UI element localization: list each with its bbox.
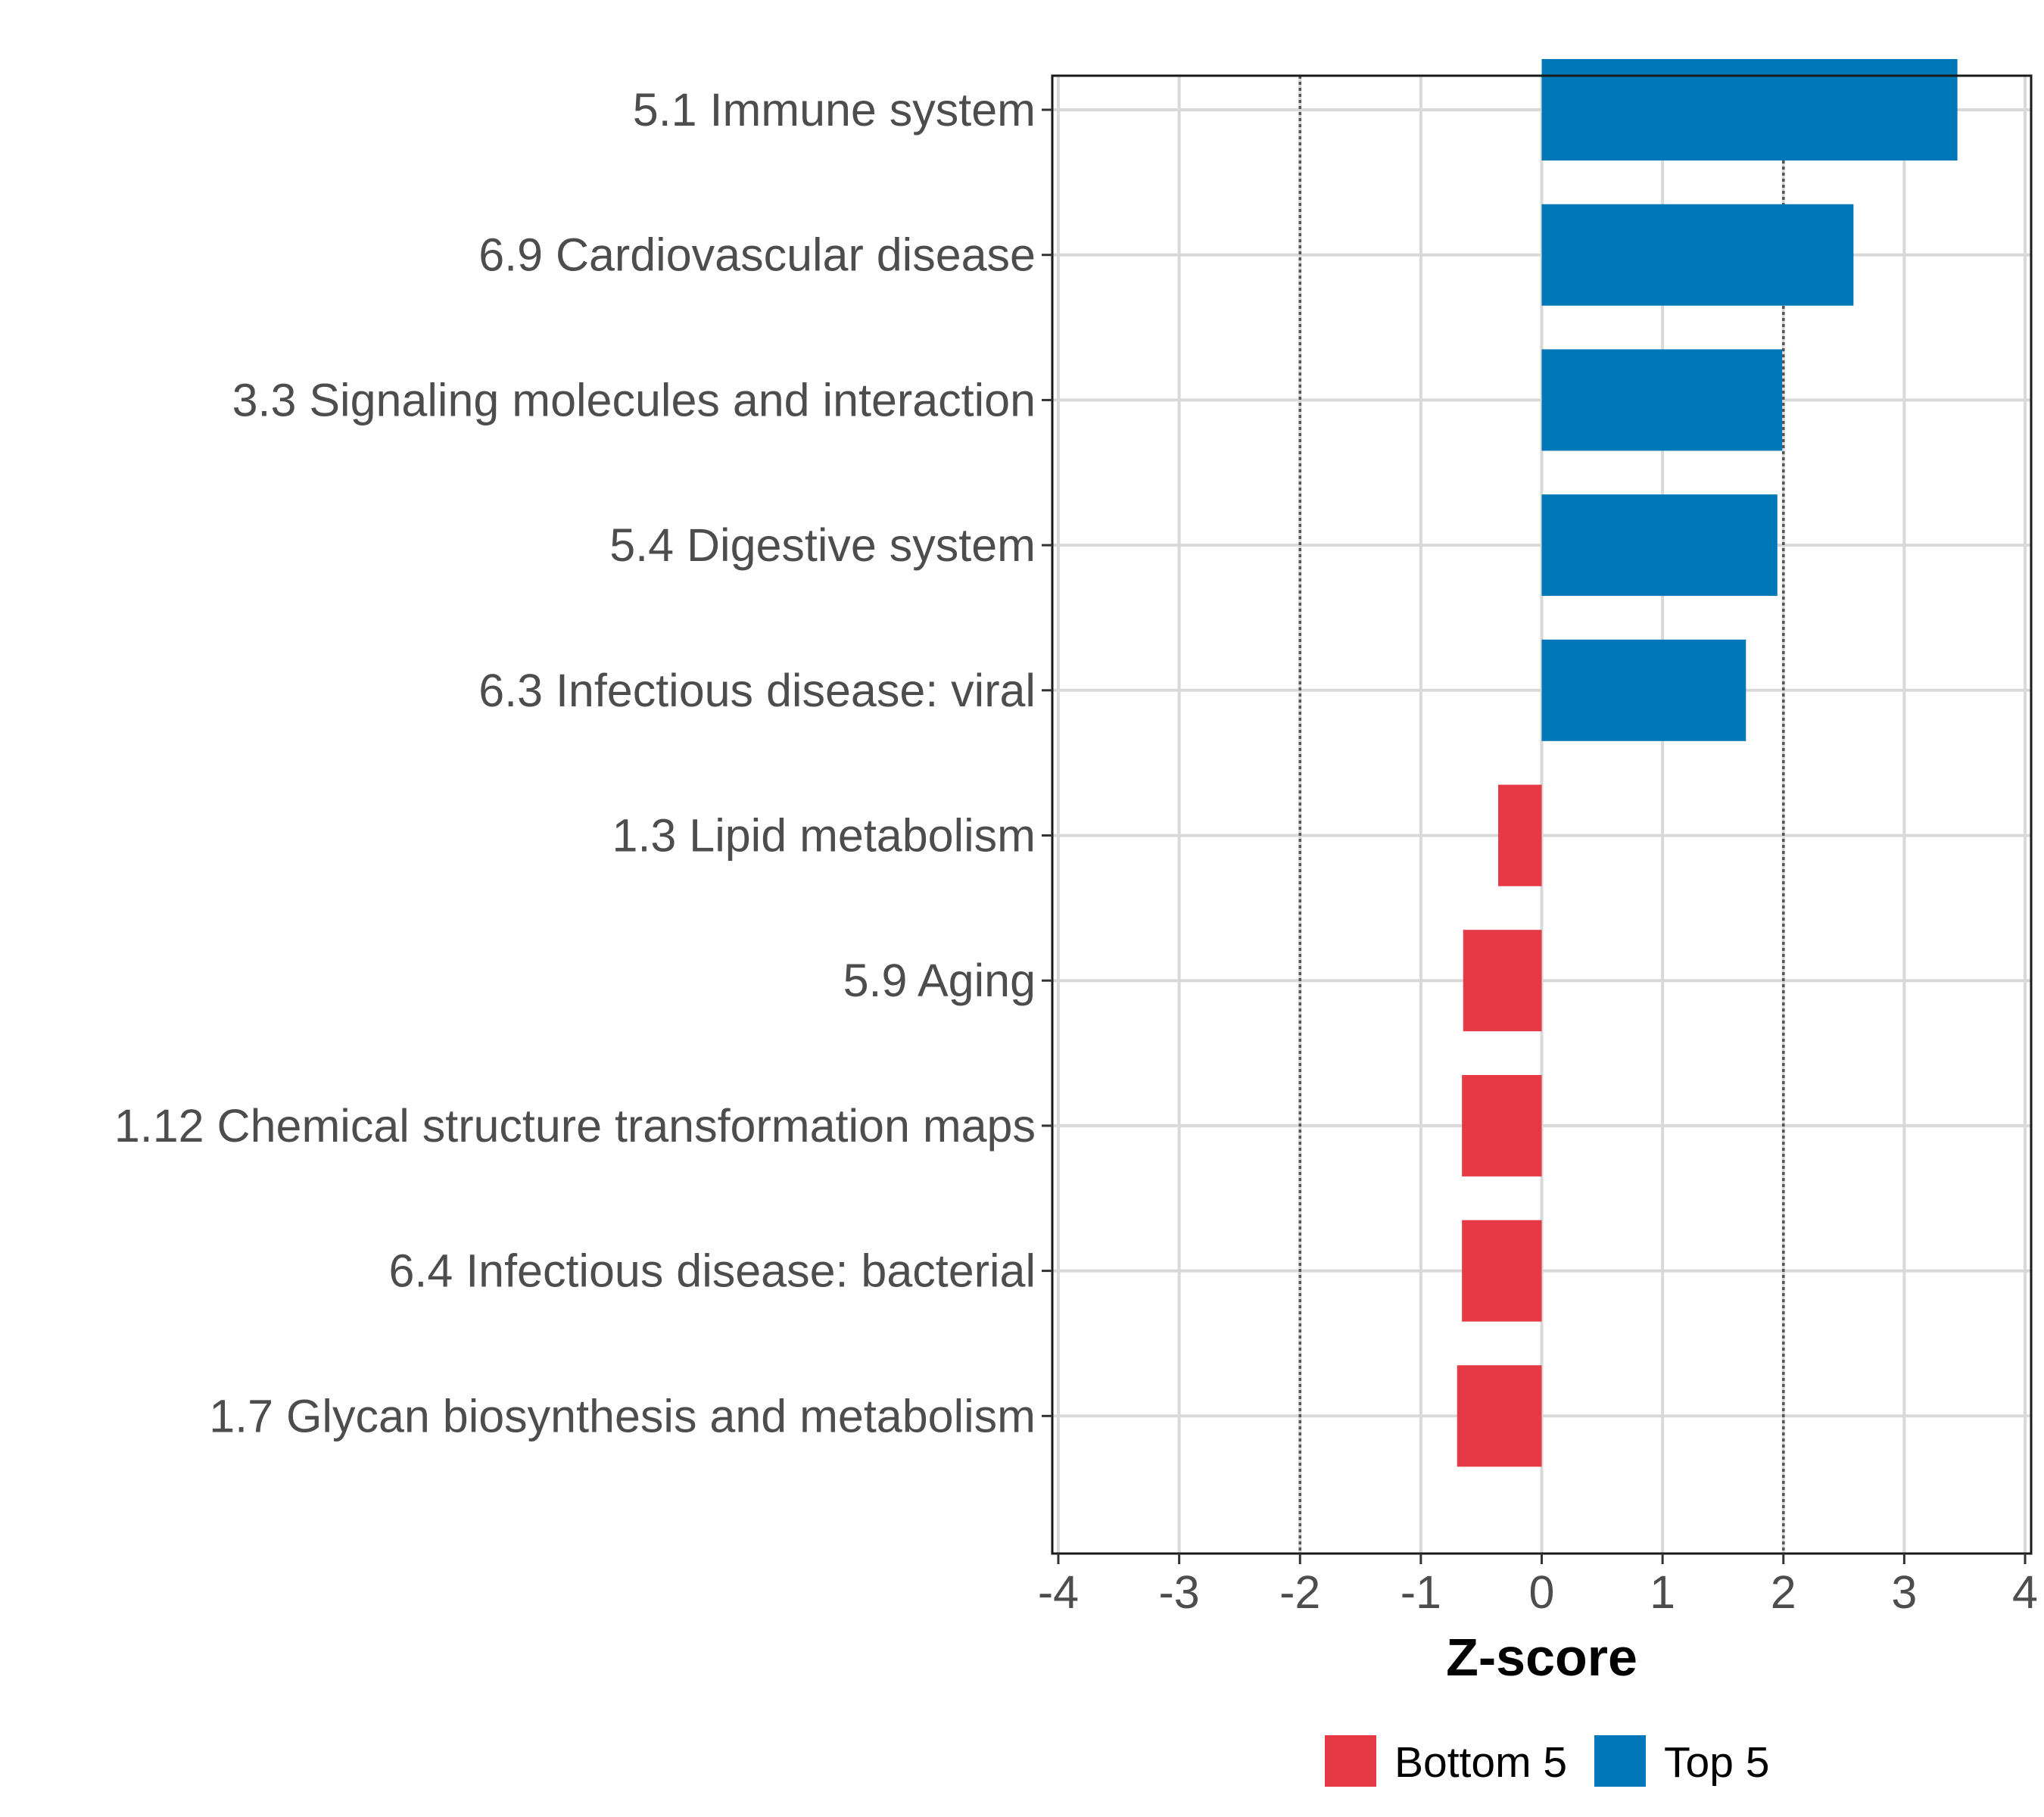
y-label-6-9-cardiovascular-disease: 6.9 Cardiovascular disease <box>478 229 1036 281</box>
x-tick-label-3: 3 <box>1891 1566 1917 1618</box>
x-axis-title: Z-score <box>1446 1628 1637 1687</box>
bar-6-3-infectious-disease-viral <box>1541 639 1746 741</box>
x-tick-label-2: 2 <box>1771 1566 1796 1618</box>
y-label-3-3-signaling-molecules-and-interaction: 3.3 Signaling molecules and interaction <box>232 374 1036 425</box>
y-label-6-3-infectious-disease-viral: 6.3 Infectious disease: viral <box>478 665 1036 716</box>
y-label-6-4-infectious-disease-bacterial: 6.4 Infectious disease: bacterial <box>388 1245 1036 1297</box>
y-label-1-3-lipid-metabolism: 1.3 Lipid metabolism <box>612 810 1036 862</box>
bar-5-1-immune-system <box>1541 59 1958 161</box>
bar-6-9-cardiovascular-disease <box>1541 204 1854 306</box>
bar-5-4-digestive-system <box>1541 494 1778 597</box>
x-tick-label-2: -2 <box>1279 1566 1320 1618</box>
x-axis: -4 -3 -2 -1 0 1 2 3 4 <box>1038 1554 2038 1618</box>
bar-5-9-aging <box>1463 930 1542 1032</box>
legend-label-bottom-5: Bottom 5 <box>1394 1738 1567 1787</box>
bar-1-12-chemical-structure-transformation-maps <box>1462 1074 1542 1177</box>
x-tick-label-3: -3 <box>1158 1566 1199 1618</box>
legend-key-bottom-5 <box>1325 1735 1376 1787</box>
y-axis: 5.1 Immune system 6.9 Cardiovascular dise… <box>114 84 1052 1441</box>
bar-6-4-infectious-disease-bacterial <box>1462 1220 1542 1322</box>
legend-key-top-5 <box>1594 1735 1646 1787</box>
x-tick-label-4: -4 <box>1038 1566 1079 1618</box>
x-tick-label-1: -1 <box>1401 1566 1441 1618</box>
legend-label-top-5: Top 5 <box>1664 1738 1769 1787</box>
reference-lines <box>1298 76 1785 1554</box>
x-tick-label-0: 0 <box>1529 1566 1555 1618</box>
x-tick-label-4: 4 <box>2012 1566 2038 1618</box>
y-label-1-7-glycan-biosynthesis-and-metabolism: 1.7 Glycan biosynthesis and metabolism <box>209 1390 1036 1441</box>
y-label-5-9-aging: 5.9 Aging <box>843 955 1036 1006</box>
bar-3-3-signaling-molecules-and-interaction <box>1541 349 1783 451</box>
y-label-5-1-immune-system: 5.1 Immune system <box>633 84 1036 136</box>
legend: Bottom 5 Top 5 <box>1325 1735 1769 1787</box>
bar-1-7-glycan-biosynthesis-and-metabolism <box>1457 1365 1542 1467</box>
y-label-5-4-digestive-system: 5.4 Digestive system <box>609 519 1036 571</box>
bar-1-3-lipid-metabolism <box>1498 784 1542 887</box>
x-tick-label-1: 1 <box>1650 1566 1675 1618</box>
y-label-1-12-chemical-structure-transformation-maps: 1.12 Chemical structure transformation m… <box>114 1100 1036 1152</box>
